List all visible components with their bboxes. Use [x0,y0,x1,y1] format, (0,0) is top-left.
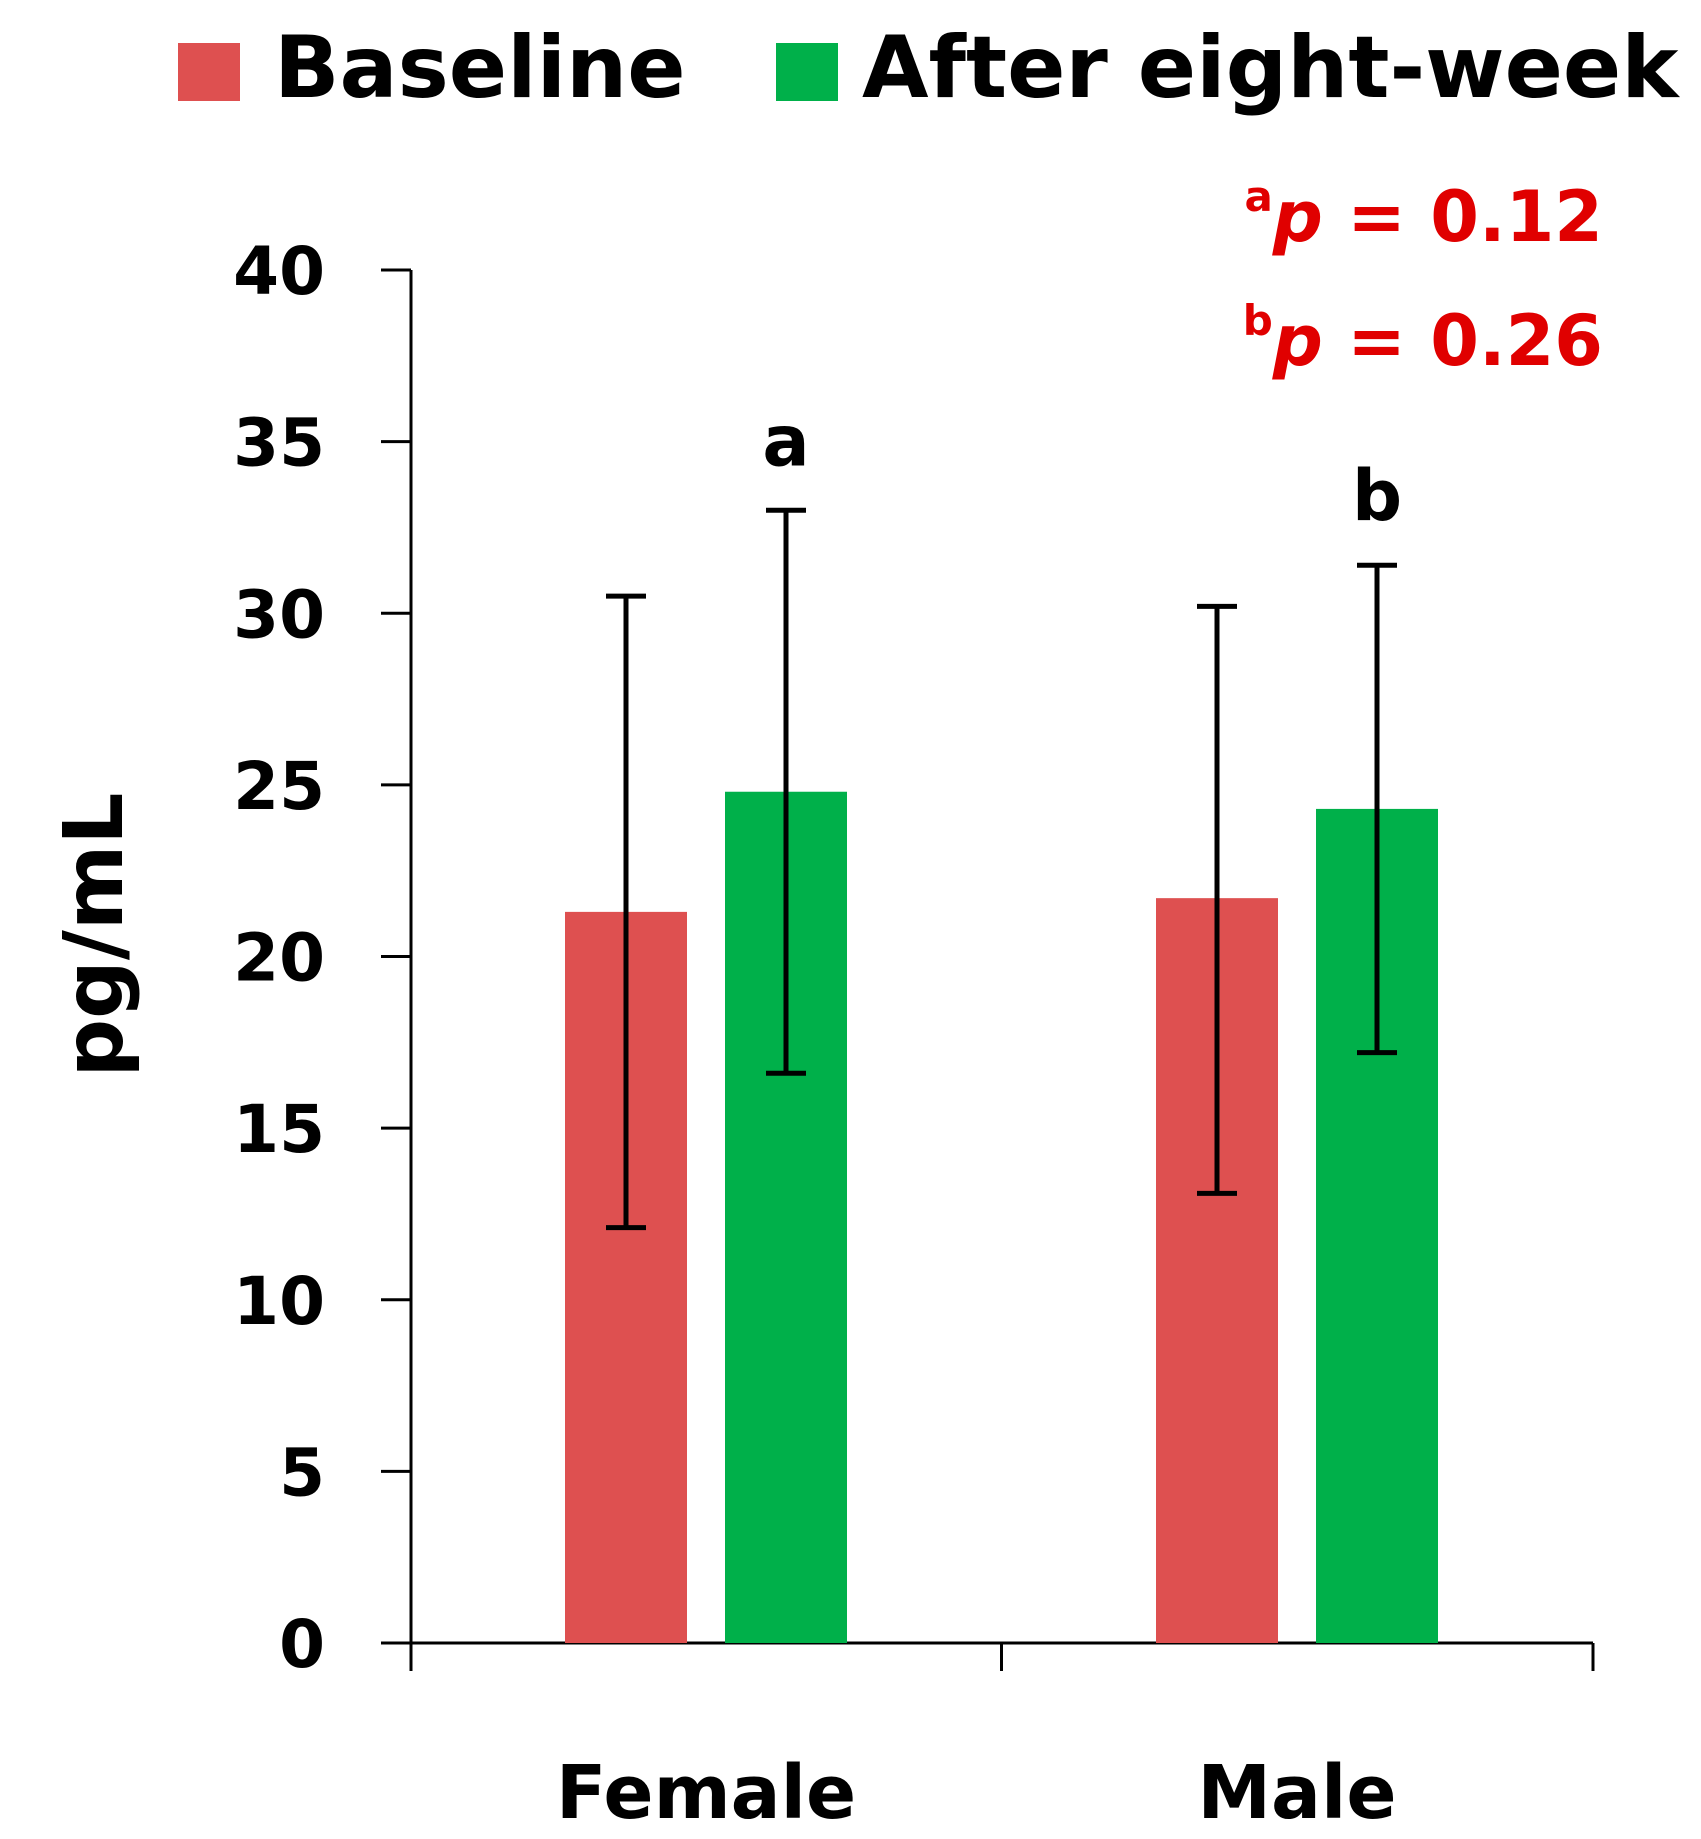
error-bar-female-after [766,507,806,1076]
y-tick-label: 25 [233,748,325,825]
x-tick-label-male: Male [1197,1750,1396,1836]
y-tick-label: 40 [233,233,325,310]
y-tick-label: 10 [233,1263,325,1340]
legend-label-baseline: Baseline [274,18,686,118]
y-tick-label: 30 [233,576,325,653]
legend-swatch-after [776,43,838,101]
legend-swatch-baseline [178,43,240,101]
error-bar-male-after [1357,562,1397,1056]
p-value-annotation: ap = 0.12 [1244,172,1603,258]
significance-letter-b: b [1352,455,1402,537]
y-tick-label: 5 [279,1434,325,1511]
legend: Baseline After eight-week [178,18,1680,118]
y-axis-label: pg/mL [47,792,142,1077]
p-value-annotations: ap = 0.12 bp = 0.26 [1243,172,1603,382]
error-bar-female-baseline [606,593,646,1231]
significance-letters: ab [762,400,1402,537]
bars [565,791,1438,1643]
significance-letter-a: a [762,400,809,482]
p-value-annotation: bp = 0.26 [1243,296,1603,382]
error-bars [606,507,1397,1231]
error-bar-male-baseline [1197,603,1237,1196]
y-tick-label: 20 [233,920,325,997]
y-tick-label: 15 [233,1091,325,1168]
y-tick-label: 0 [279,1606,325,1683]
y-tick-label: 35 [233,405,325,482]
legend-label-after: After eight-week [862,18,1680,118]
axes: 0 5 10 15 20 25 30 35 40 Female Male [233,233,1595,1836]
x-tick-label-female: Female [556,1750,856,1836]
